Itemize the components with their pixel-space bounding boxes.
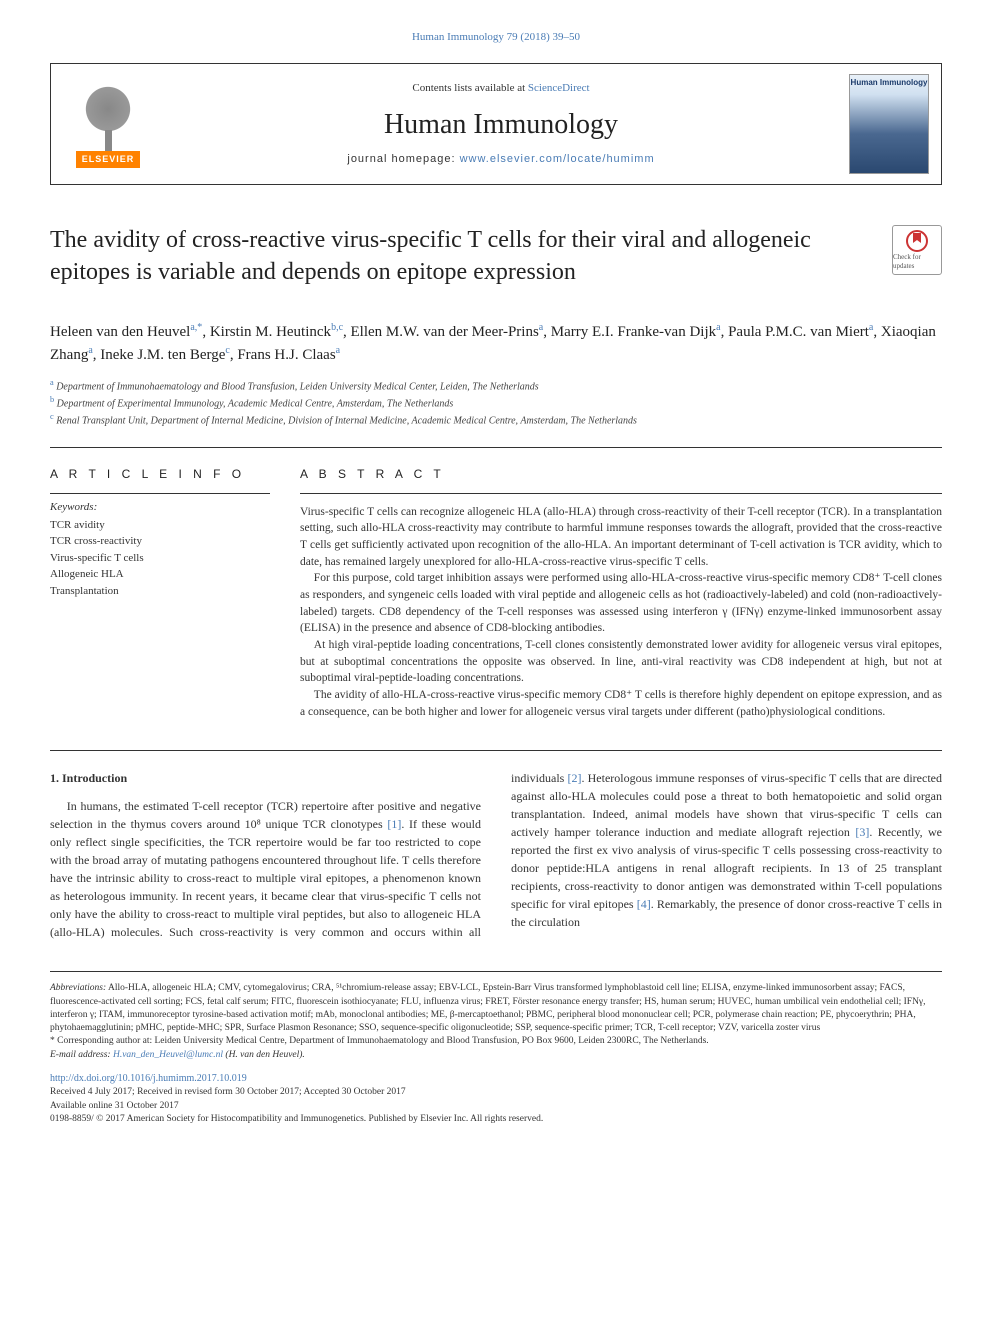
intro-paragraph: In humans, the estimated T-cell receptor…	[50, 769, 942, 941]
sciencedirect-link[interactable]: ScienceDirect	[528, 82, 590, 94]
abstract-text: Virus-specific T cells can recognize all…	[300, 504, 942, 721]
corresponding-text: Leiden University Medical Centre, Depart…	[154, 1036, 708, 1046]
elsevier-tree-icon	[73, 81, 143, 151]
keywords-list: TCR avidityTCR cross-reactivityVirus-spe…	[50, 517, 270, 600]
journal-cover-thumb[interactable]: Human Immunology	[849, 74, 929, 174]
journal-name: Human Immunology	[153, 105, 849, 144]
keyword: Virus-specific T cells	[50, 550, 270, 567]
updates-label: Check for updates	[893, 253, 941, 273]
article-info: A R T I C L E I N F O Keywords: TCR avid…	[50, 466, 270, 721]
keywords-label: Keywords:	[50, 500, 270, 515]
abbrev-label: Abbreviations:	[50, 983, 106, 993]
updates-icon	[905, 229, 929, 253]
homepage-prefix: journal homepage:	[347, 153, 459, 165]
elsevier-label: ELSEVIER	[76, 151, 141, 168]
keyword: Allogeneic HLA	[50, 566, 270, 583]
journal-header: ELSEVIER Contents lists available at Sci…	[50, 63, 942, 185]
email-link[interactable]: H.van_den_Heuvel@lumc.nl	[113, 1050, 223, 1060]
keyword: TCR cross-reactivity	[50, 533, 270, 550]
header-center: Contents lists available at ScienceDirec…	[153, 81, 849, 167]
doi-link[interactable]: http://dx.doi.org/10.1016/j.humimm.2017.…	[50, 1073, 247, 1084]
abstract-heading: A B S T R A C T	[300, 466, 942, 483]
journal-citation[interactable]: Human Immunology 79 (2018) 39–50	[50, 30, 942, 45]
abbreviations: Abbreviations: Allo-HLA, allogeneic HLA;…	[50, 982, 942, 1035]
homepage-line: journal homepage: www.elsevier.com/locat…	[153, 152, 849, 167]
footer-separator	[50, 971, 942, 972]
elsevier-logo[interactable]: ELSEVIER	[63, 74, 153, 174]
authors: Heleen van den Heuvela,*, Kirstin M. Heu…	[50, 320, 942, 367]
corresponding-label: * Corresponding author at:	[50, 1036, 154, 1046]
divider	[50, 750, 942, 751]
email-label: E-mail address:	[50, 1050, 113, 1060]
available-online: Available online 31 October 2017	[50, 1100, 942, 1113]
corresponding-author: * Corresponding author at: Leiden Univer…	[50, 1035, 942, 1048]
contents-prefix: Contents lists available at	[412, 82, 527, 94]
abstract: A B S T R A C T Virus-specific T cells c…	[300, 466, 942, 721]
abbrev-text: Allo-HLA, allogeneic HLA; CMV, cytomegal…	[50, 983, 926, 1033]
footer: Abbreviations: Allo-HLA, allogeneic HLA;…	[50, 982, 942, 1126]
article-title: The avidity of cross-reactive virus-spec…	[50, 225, 872, 287]
keyword: Transplantation	[50, 583, 270, 600]
divider	[50, 447, 942, 448]
copyright: 0198-8859/ © 2017 American Society for H…	[50, 1113, 942, 1126]
keyword: TCR avidity	[50, 517, 270, 534]
email-author: (H. van den Heuvel).	[223, 1050, 305, 1060]
contents-line: Contents lists available at ScienceDirec…	[153, 81, 849, 96]
section-heading-intro: 1. Introduction	[50, 769, 481, 787]
check-updates-badge[interactable]: Check for updates	[892, 225, 942, 275]
received-dates: Received 4 July 2017; Received in revise…	[50, 1086, 942, 1099]
affiliations: a Department of Immunohaematology and Bl…	[50, 377, 942, 429]
cover-title: Human Immunology	[850, 79, 928, 88]
article-info-heading: A R T I C L E I N F O	[50, 466, 270, 483]
body-text: 1. Introduction In humans, the estimated…	[50, 769, 942, 941]
email-line: E-mail address: H.van_den_Heuvel@lumc.nl…	[50, 1049, 942, 1062]
homepage-link[interactable]: www.elsevier.com/locate/humimm	[460, 153, 655, 165]
